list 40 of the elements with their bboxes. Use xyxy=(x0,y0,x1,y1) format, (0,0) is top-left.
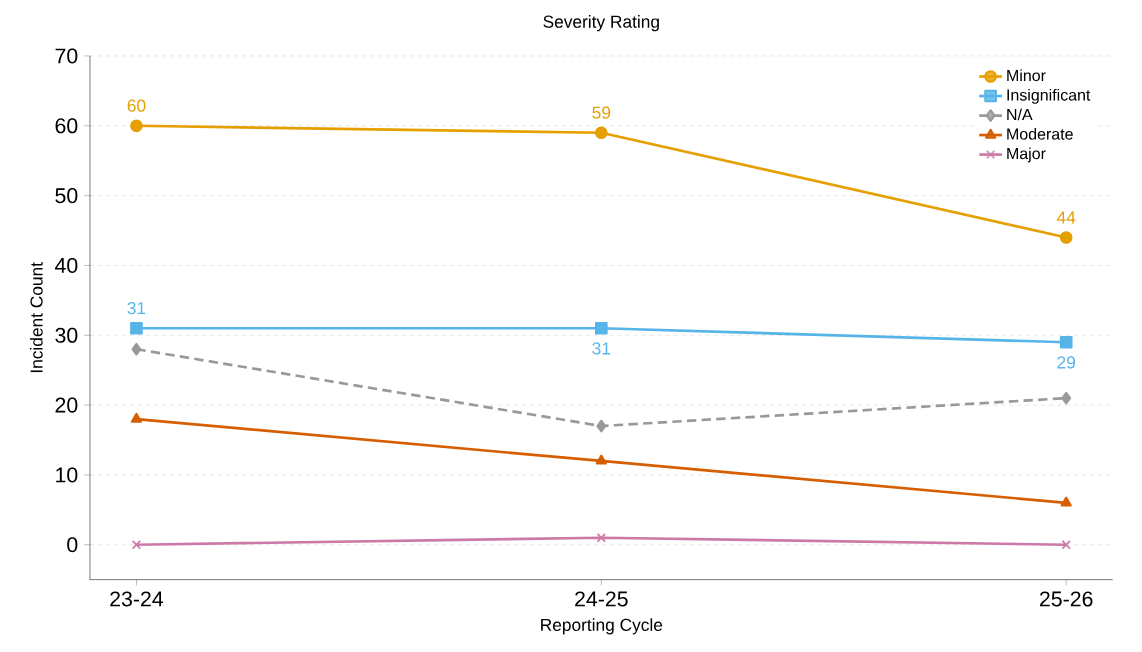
point xyxy=(594,322,608,335)
legend-label: Moderate xyxy=(1007,128,1073,140)
data-label: 44 xyxy=(1056,211,1076,224)
point xyxy=(596,533,606,543)
y-tick-label: 60 xyxy=(55,118,78,134)
point xyxy=(130,322,143,335)
point xyxy=(595,454,607,465)
point xyxy=(130,412,143,423)
y-tick-label: 0 xyxy=(67,537,78,553)
y-axis-title: Incident Count xyxy=(29,262,43,373)
y-tick-label: 20 xyxy=(55,397,78,413)
legend-label: Minor xyxy=(1007,69,1046,82)
legend-label: N/A xyxy=(1007,108,1033,121)
point xyxy=(596,419,607,433)
point xyxy=(1061,540,1071,550)
x-tick-label: 24-25 xyxy=(575,591,628,607)
point xyxy=(1060,496,1072,507)
point xyxy=(130,119,143,133)
y-tick-label: 40 xyxy=(54,258,78,274)
point xyxy=(1059,336,1073,349)
point xyxy=(1059,231,1073,245)
chart-title: Severity Rating xyxy=(543,15,659,32)
x-axis-title: Reporting Cycle xyxy=(541,618,663,635)
point xyxy=(132,540,141,550)
x-tick-label: 25-26 xyxy=(1040,591,1093,607)
point xyxy=(1061,391,1072,405)
data-label: 31 xyxy=(127,302,146,315)
y-tick-label: 10 xyxy=(56,467,78,483)
data-label: 59 xyxy=(592,106,611,119)
y-tick-label: 30 xyxy=(55,327,78,343)
point xyxy=(131,343,142,356)
x-tick-label: 23-24 xyxy=(110,591,164,607)
legend-label: Insignificant xyxy=(1007,89,1091,105)
data-label: 31 xyxy=(592,342,611,355)
legend-label: Major xyxy=(1007,147,1046,163)
data-label: 60 xyxy=(127,99,146,112)
data-label: 29 xyxy=(1057,356,1076,369)
y-tick-label: 50 xyxy=(55,188,78,204)
y-tick-label: 70 xyxy=(55,48,78,64)
point xyxy=(594,126,608,140)
